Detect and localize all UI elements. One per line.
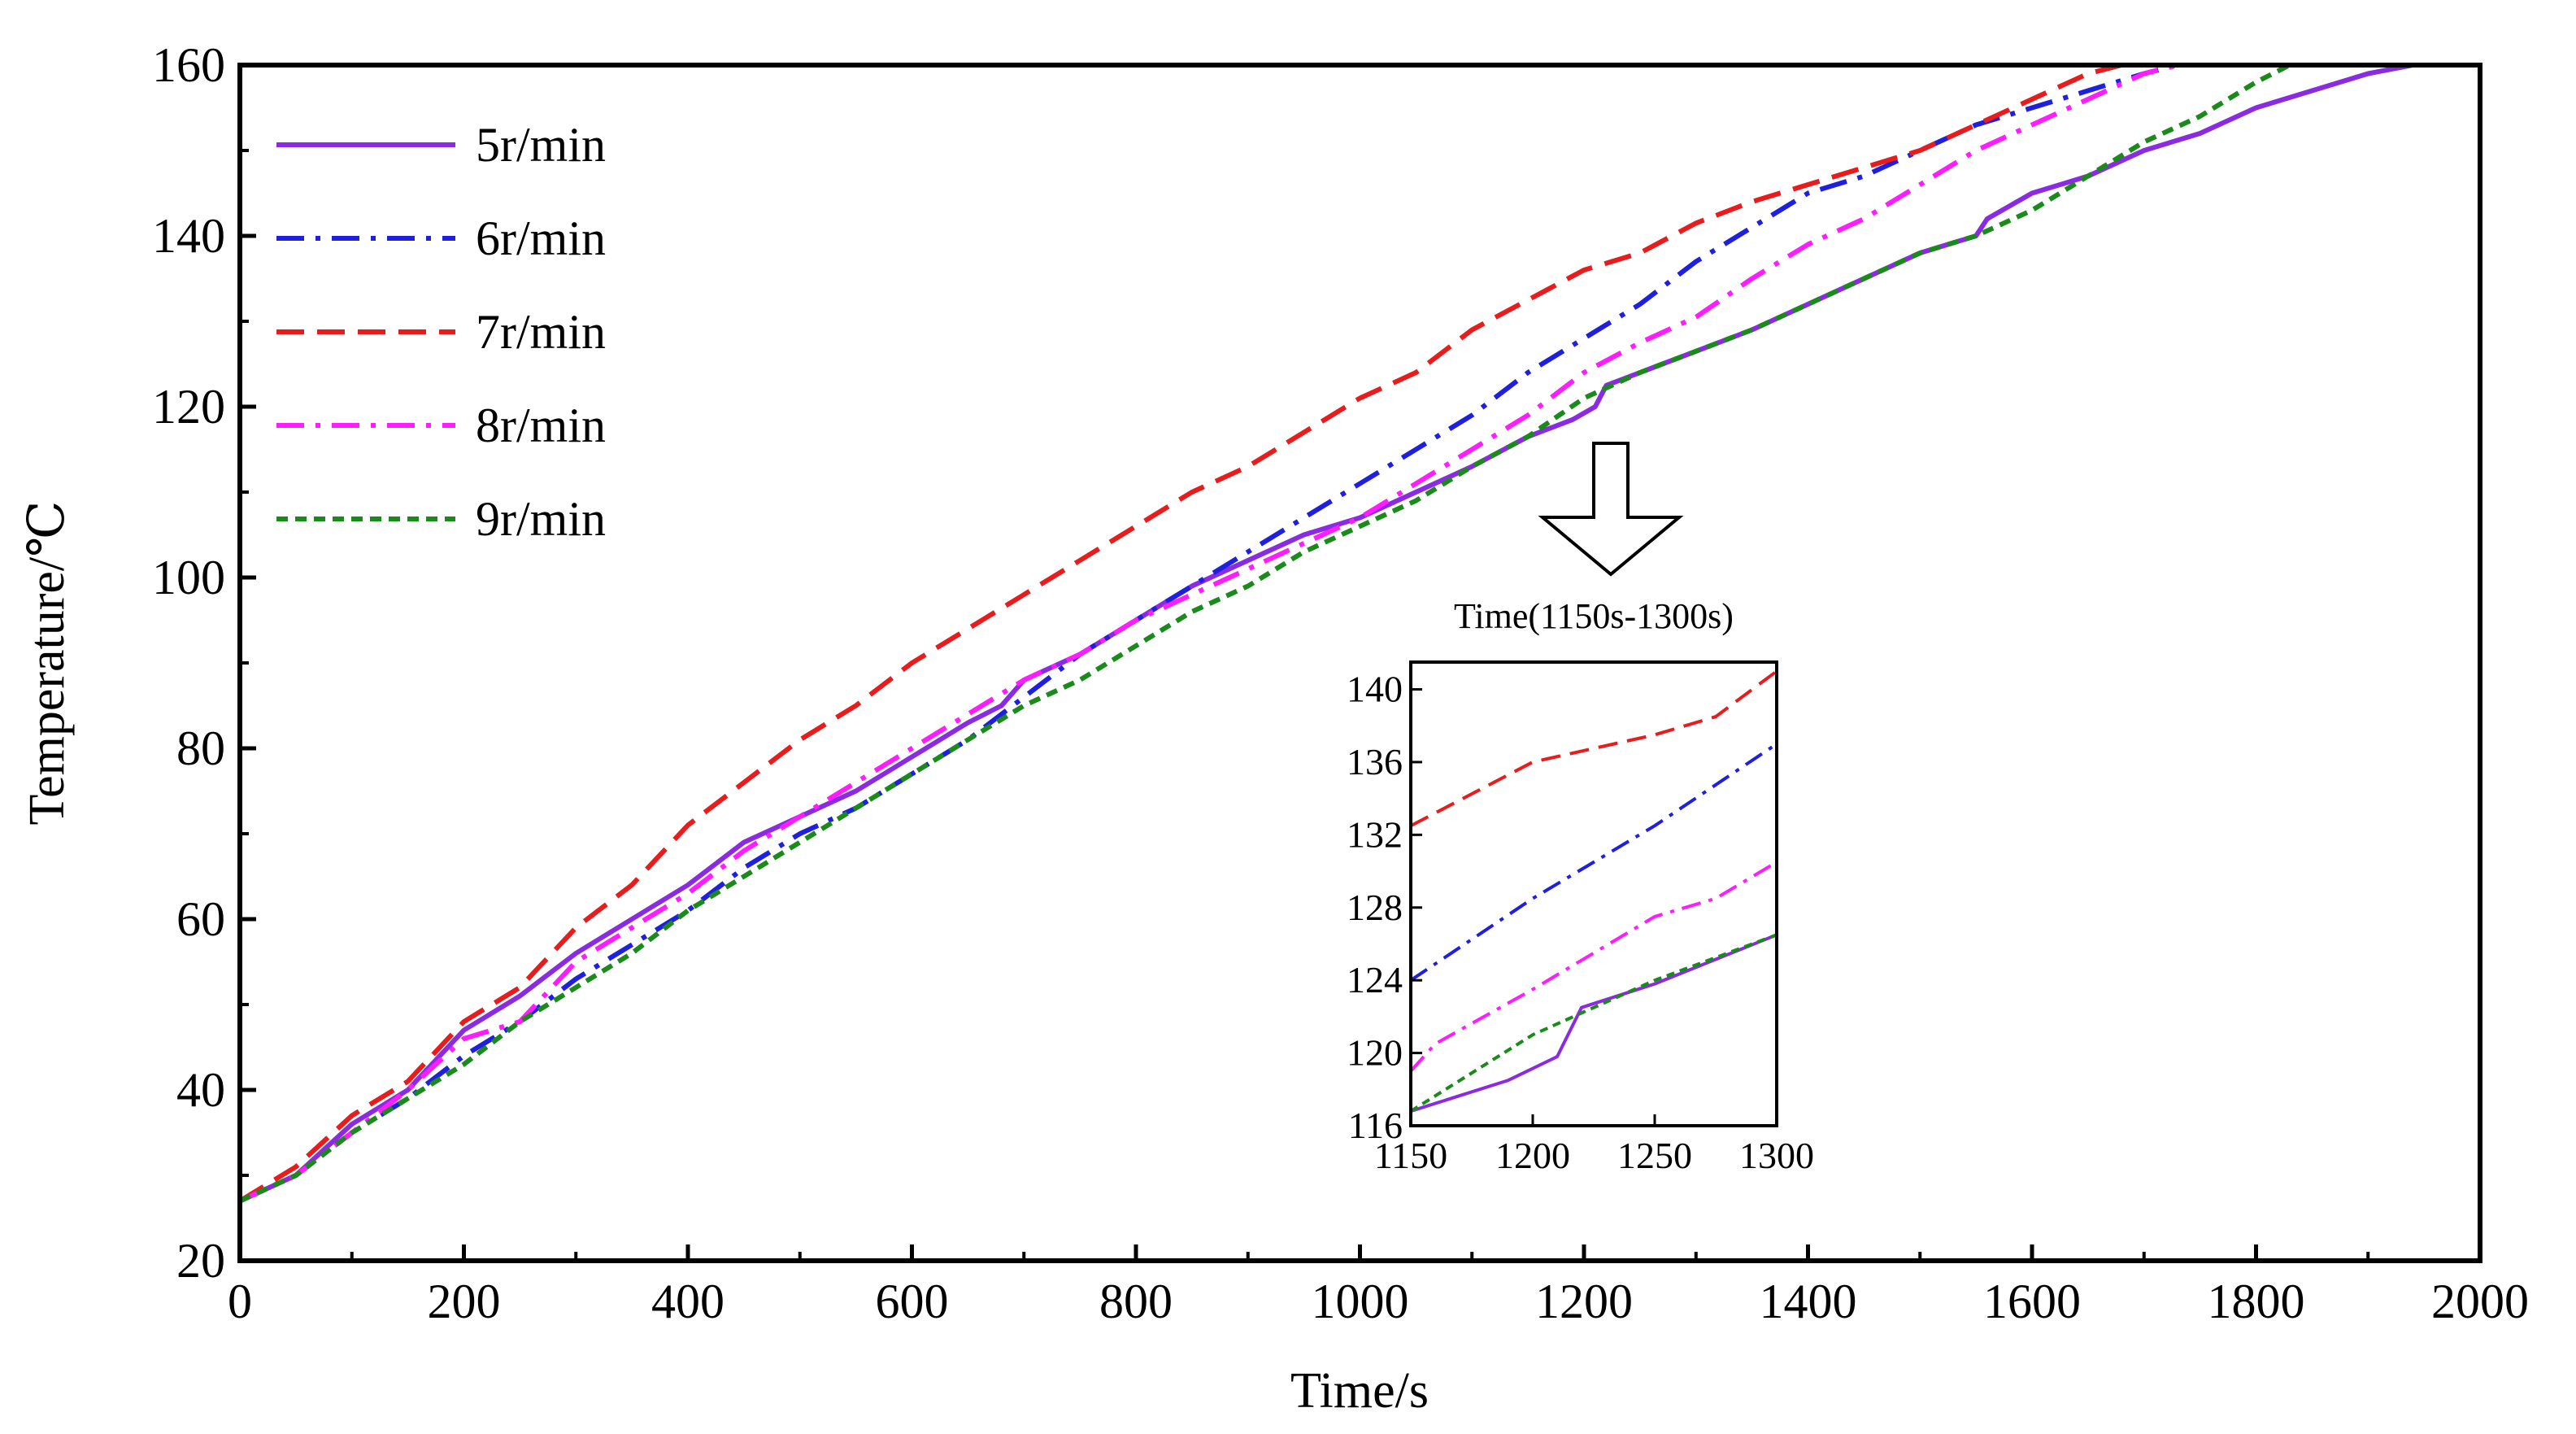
- inset-y-tick-label: 140: [1347, 669, 1403, 710]
- series-line-9r-min: [240, 65, 2291, 1204]
- inset-y-tick-label: 120: [1347, 1032, 1403, 1074]
- inset-y-tick-label: 136: [1347, 741, 1403, 782]
- legend-label: 8r/min: [476, 399, 606, 452]
- x-axis-title: Time/s: [1290, 1363, 1429, 1419]
- y-tick-label: 140: [152, 209, 225, 263]
- inset-frame: [1409, 660, 1778, 1127]
- inset-y-tick-label: 128: [1347, 887, 1403, 928]
- y-tick-label: 60: [176, 892, 225, 946]
- x-tick-label: 1800: [2208, 1275, 2305, 1328]
- series-line-8r-min: [240, 65, 2178, 1204]
- legend-label: 7r/min: [476, 305, 606, 359]
- x-tick-label: 200: [428, 1275, 501, 1328]
- series-line-6r-min: [240, 65, 2178, 1204]
- inset-y-tick-label: 116: [1348, 1105, 1403, 1146]
- y-tick-label: 160: [152, 38, 225, 92]
- inset-x-tick-label: 1200: [1495, 1135, 1570, 1176]
- y-axis-title: Temperature/℃: [20, 501, 75, 826]
- x-tick-label: 1400: [1760, 1275, 1857, 1328]
- inset-y-tick-label: 132: [1347, 813, 1403, 855]
- legend-label: 6r/min: [476, 211, 606, 265]
- y-tick-label: 20: [176, 1234, 225, 1288]
- x-tick-label: 400: [651, 1275, 724, 1328]
- x-tick-label: 1200: [1535, 1275, 1633, 1328]
- inset-series-line-9r-min: [1411, 933, 1777, 1113]
- inset-background: [1411, 662, 1777, 1126]
- inset-x-tick-label: 1250: [1617, 1135, 1692, 1176]
- x-tick-label: 800: [1099, 1275, 1173, 1328]
- inset-series-line-5r-min: [1411, 933, 1777, 1114]
- legend-label: 9r/min: [476, 492, 606, 546]
- x-tick-label: 1000: [1312, 1275, 1409, 1328]
- y-tick-label: 40: [176, 1063, 225, 1117]
- y-tick-label: 80: [176, 721, 225, 775]
- callout-arrow-icon: [1538, 442, 1684, 577]
- x-tick-label: 0: [228, 1275, 252, 1328]
- series-line-5r-min: [240, 65, 2413, 1204]
- inset-series-line-6r-min: [1411, 742, 1777, 982]
- y-tick-label: 120: [152, 380, 225, 434]
- x-tick-label: 600: [876, 1275, 949, 1328]
- series-line-7r-min: [240, 65, 2122, 1204]
- legend-label: 5r/min: [476, 118, 606, 172]
- x-tick-label: 1600: [1983, 1275, 2081, 1328]
- inset-y-tick-label: 124: [1347, 959, 1403, 1000]
- x-tick-label: 2000: [2431, 1275, 2529, 1328]
- inset-x-tick-label: 1300: [1739, 1135, 1814, 1176]
- inset-x-tick-label: 1150: [1374, 1135, 1447, 1176]
- inset-series-line-8r-min: [1411, 861, 1777, 1073]
- y-tick-label: 100: [152, 551, 225, 604]
- inset-series-line-7r-min: [1411, 669, 1777, 827]
- inset-title: Time(1150s-1300s): [1454, 596, 1734, 636]
